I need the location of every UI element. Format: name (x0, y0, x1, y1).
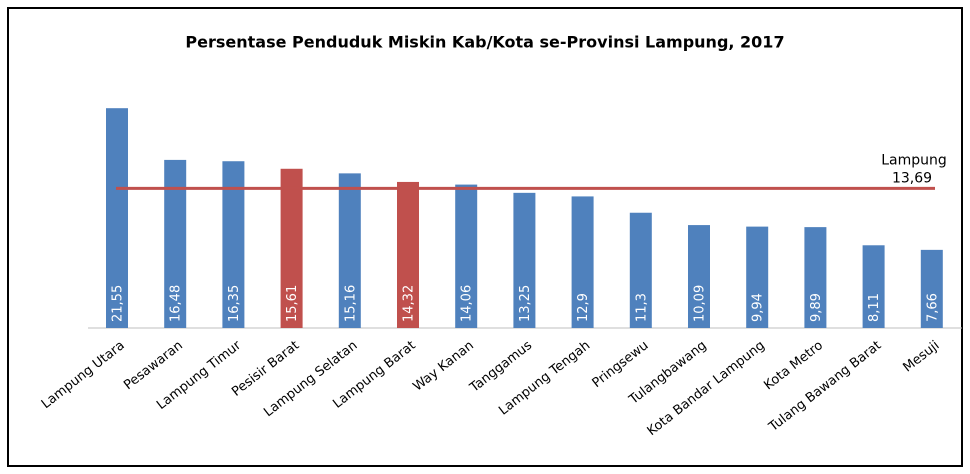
data-label: 11,3 (634, 293, 649, 322)
bar (397, 181, 419, 328)
bar (920, 249, 943, 328)
bar (222, 161, 245, 328)
data-label: 14,06 (460, 285, 475, 322)
data-label: 15,16 (343, 285, 358, 322)
bar (571, 196, 594, 328)
data-label: 13,25 (518, 285, 533, 322)
data-label: 10,09 (693, 285, 708, 322)
bar (804, 227, 827, 328)
data-label: 21,55 (111, 285, 126, 322)
reference-label: 13,69 (892, 170, 932, 186)
bar (862, 245, 885, 328)
bar (106, 108, 128, 328)
data-label: 15,61 (285, 285, 300, 322)
bar (164, 159, 187, 328)
chart-title: Persentase Penduduk Miskin Kab/Kota se-P… (185, 33, 784, 52)
data-label: 9,89 (809, 293, 824, 322)
reference-name: Lampung (881, 152, 947, 168)
bar (688, 225, 710, 328)
data-label: 16,35 (227, 285, 242, 322)
bar (455, 184, 478, 328)
data-label: 9,94 (751, 293, 766, 322)
data-label: 16,48 (169, 285, 184, 322)
bar (746, 226, 769, 328)
data-label: 14,32 (402, 285, 417, 322)
data-label: 12,9 (576, 293, 591, 322)
bar (280, 168, 303, 328)
data-label: 8,11 (867, 293, 882, 322)
bar (629, 212, 652, 328)
data-label: 7,66 (925, 293, 940, 322)
bar (338, 173, 361, 328)
bar (513, 192, 536, 328)
